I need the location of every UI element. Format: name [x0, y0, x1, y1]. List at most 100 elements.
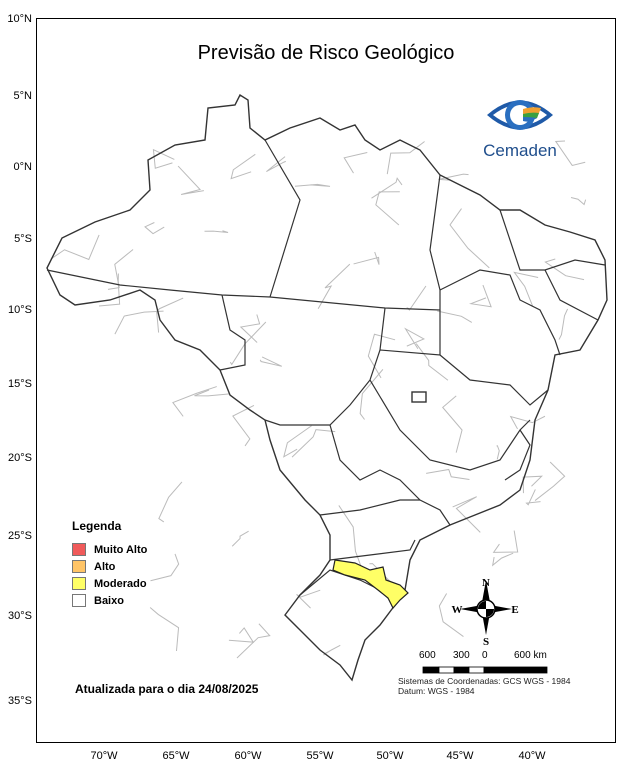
- regional-border: [266, 156, 286, 173]
- eye-logo-icon: [487, 100, 553, 130]
- state-border: [379, 310, 441, 356]
- compass-north: N: [482, 577, 490, 589]
- regional-border: [509, 415, 546, 430]
- legend-label: Baixo: [94, 594, 124, 607]
- regional-border: [259, 356, 283, 367]
- compass-rose-icon: [460, 582, 512, 635]
- state-border: [504, 429, 531, 481]
- scale-bar: [422, 666, 548, 674]
- scale-label: 300: [453, 650, 470, 661]
- regional-border: [343, 152, 368, 174]
- compass-east: E: [511, 604, 518, 616]
- coordinate-system-note: Sistemas de Coordenadas: GCS WGS - 1984 …: [398, 676, 570, 696]
- brazil-outline: [46, 93, 608, 682]
- regional-border: [426, 468, 470, 480]
- regional-border: [230, 153, 256, 180]
- lat-label: 5°S: [14, 233, 32, 245]
- legend-item-alto: Alto: [72, 558, 147, 575]
- lat-label: 30°S: [8, 610, 32, 622]
- state-border: [369, 379, 531, 471]
- map-title: Previsão de Risco Geológico: [197, 42, 455, 64]
- regional-border: [522, 475, 544, 494]
- legend-swatch: [72, 560, 86, 573]
- regional-border: [513, 271, 539, 307]
- lon-label: 70°W: [90, 750, 118, 762]
- scale-label: 600: [419, 650, 436, 661]
- lon-label: 40°W: [518, 750, 546, 762]
- regional-border: [291, 429, 336, 458]
- regional-border: [149, 607, 180, 652]
- regional-border: [156, 297, 184, 333]
- updated-date: Atualizada para o dia 24/08/2025: [75, 682, 259, 696]
- regional-border: [449, 208, 490, 269]
- state-border: [329, 539, 416, 561]
- legend-swatch: [72, 594, 86, 607]
- regional-border: [544, 258, 585, 281]
- regional-border: [554, 140, 586, 166]
- regional-border: [232, 404, 255, 447]
- regional-border: [492, 530, 519, 553]
- scale-label: 0: [482, 650, 488, 661]
- regional-border: [294, 183, 331, 187]
- legend-label: Moderado: [94, 577, 147, 590]
- state-border: [499, 209, 606, 271]
- regional-border: [152, 148, 175, 169]
- legend-swatch: [72, 577, 86, 590]
- regional-border: [406, 285, 427, 311]
- regional-border: [296, 589, 321, 609]
- regional-border: [438, 593, 464, 637]
- regional-border: [144, 222, 165, 235]
- lon-label: 65°W: [162, 750, 190, 762]
- state-border: [329, 424, 451, 526]
- state-border: [319, 499, 420, 516]
- lat-label: 15°S: [8, 378, 32, 390]
- lat-label: 20°S: [8, 452, 32, 464]
- legend-title: Legenda: [72, 519, 122, 533]
- lon-label: 55°W: [306, 750, 334, 762]
- scale-label: 600 km: [514, 650, 547, 661]
- regional-border: [114, 310, 164, 335]
- legend-item-moderado: Moderado: [72, 575, 147, 592]
- lat-label: 25°S: [8, 530, 32, 542]
- lon-label: 60°W: [234, 750, 262, 762]
- regional-border: [371, 177, 403, 199]
- regional-border: [204, 230, 229, 234]
- regional-border: [442, 395, 463, 453]
- regional-border: [359, 369, 384, 420]
- regional-border: [158, 481, 183, 523]
- regional-border: [338, 505, 363, 570]
- crs-line: Sistemas de Coordenadas: GCS WGS - 1984: [398, 676, 571, 686]
- regional-border: [558, 308, 569, 340]
- lon-label: 50°W: [376, 750, 404, 762]
- regional-border: [534, 461, 566, 501]
- cemaden-logo: Cemaden: [470, 92, 570, 161]
- regional-border: [386, 141, 425, 175]
- regional-border: [172, 386, 217, 417]
- regional-border: [239, 314, 261, 343]
- regional-border: [323, 644, 341, 656]
- lat-label: 10°N: [7, 13, 32, 25]
- regional-border: [404, 327, 425, 350]
- regional-border: [229, 321, 267, 366]
- federal-district-border: [411, 391, 427, 403]
- regional-border: [194, 389, 230, 397]
- legend: Legenda Muito Alto Alto Moderado Baixo: [72, 519, 147, 609]
- lat-label: 35°S: [8, 695, 32, 707]
- lon-label: 45°W: [446, 750, 474, 762]
- state-border: [46, 269, 271, 298]
- regional-border: [438, 173, 469, 181]
- state-border: [264, 139, 301, 298]
- datum-line: Datum: WGS - 1984: [398, 686, 475, 696]
- municipal-borders: [50, 140, 587, 659]
- regional-border: [50, 234, 100, 261]
- legend-swatch: [72, 543, 86, 556]
- legend-label: Alto: [94, 560, 116, 573]
- map-frame: [36, 18, 616, 743]
- regional-border: [236, 623, 271, 659]
- state-border: [544, 269, 599, 321]
- regional-border: [415, 343, 449, 381]
- regional-border: [228, 627, 255, 643]
- state-border: [439, 354, 549, 406]
- regional-border: [283, 425, 312, 458]
